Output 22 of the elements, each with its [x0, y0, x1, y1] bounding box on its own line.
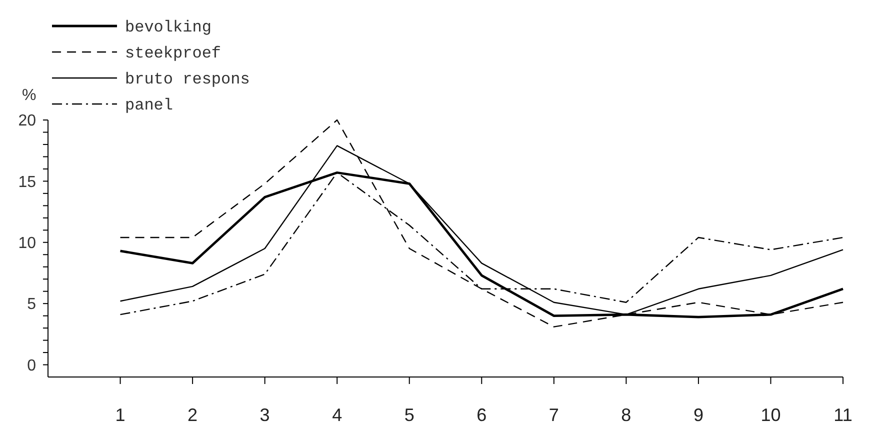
legend-label: steekproef — [125, 44, 222, 63]
x-tick-label: 9 — [693, 405, 704, 425]
x-tick-label: 11 — [834, 405, 852, 425]
y-tick-label: 10 — [18, 234, 36, 252]
x-tick-label: 6 — [476, 405, 487, 425]
y-tick-label: 20 — [18, 112, 36, 130]
x-tick-label: 7 — [548, 405, 559, 425]
legend-label: bevolking — [125, 18, 212, 37]
y-tick-label: 0 — [27, 357, 36, 374]
legend-label: bruto respons — [125, 70, 250, 89]
x-tick-label: 8 — [621, 405, 632, 425]
x-tick-label: 1 — [115, 405, 126, 425]
y-axis-title: % — [22, 87, 36, 104]
y-tick-label: 5 — [27, 296, 36, 314]
y-tick-label: 15 — [18, 174, 36, 191]
x-tick-label: 2 — [188, 405, 198, 425]
x-tick-label: 10 — [760, 405, 781, 425]
x-tick-label: 3 — [260, 405, 270, 425]
legend-label: panel — [125, 96, 174, 115]
line-series — [120, 119, 844, 328]
x-tick-label: 4 — [332, 405, 342, 425]
x-tick-label: 5 — [404, 405, 414, 425]
